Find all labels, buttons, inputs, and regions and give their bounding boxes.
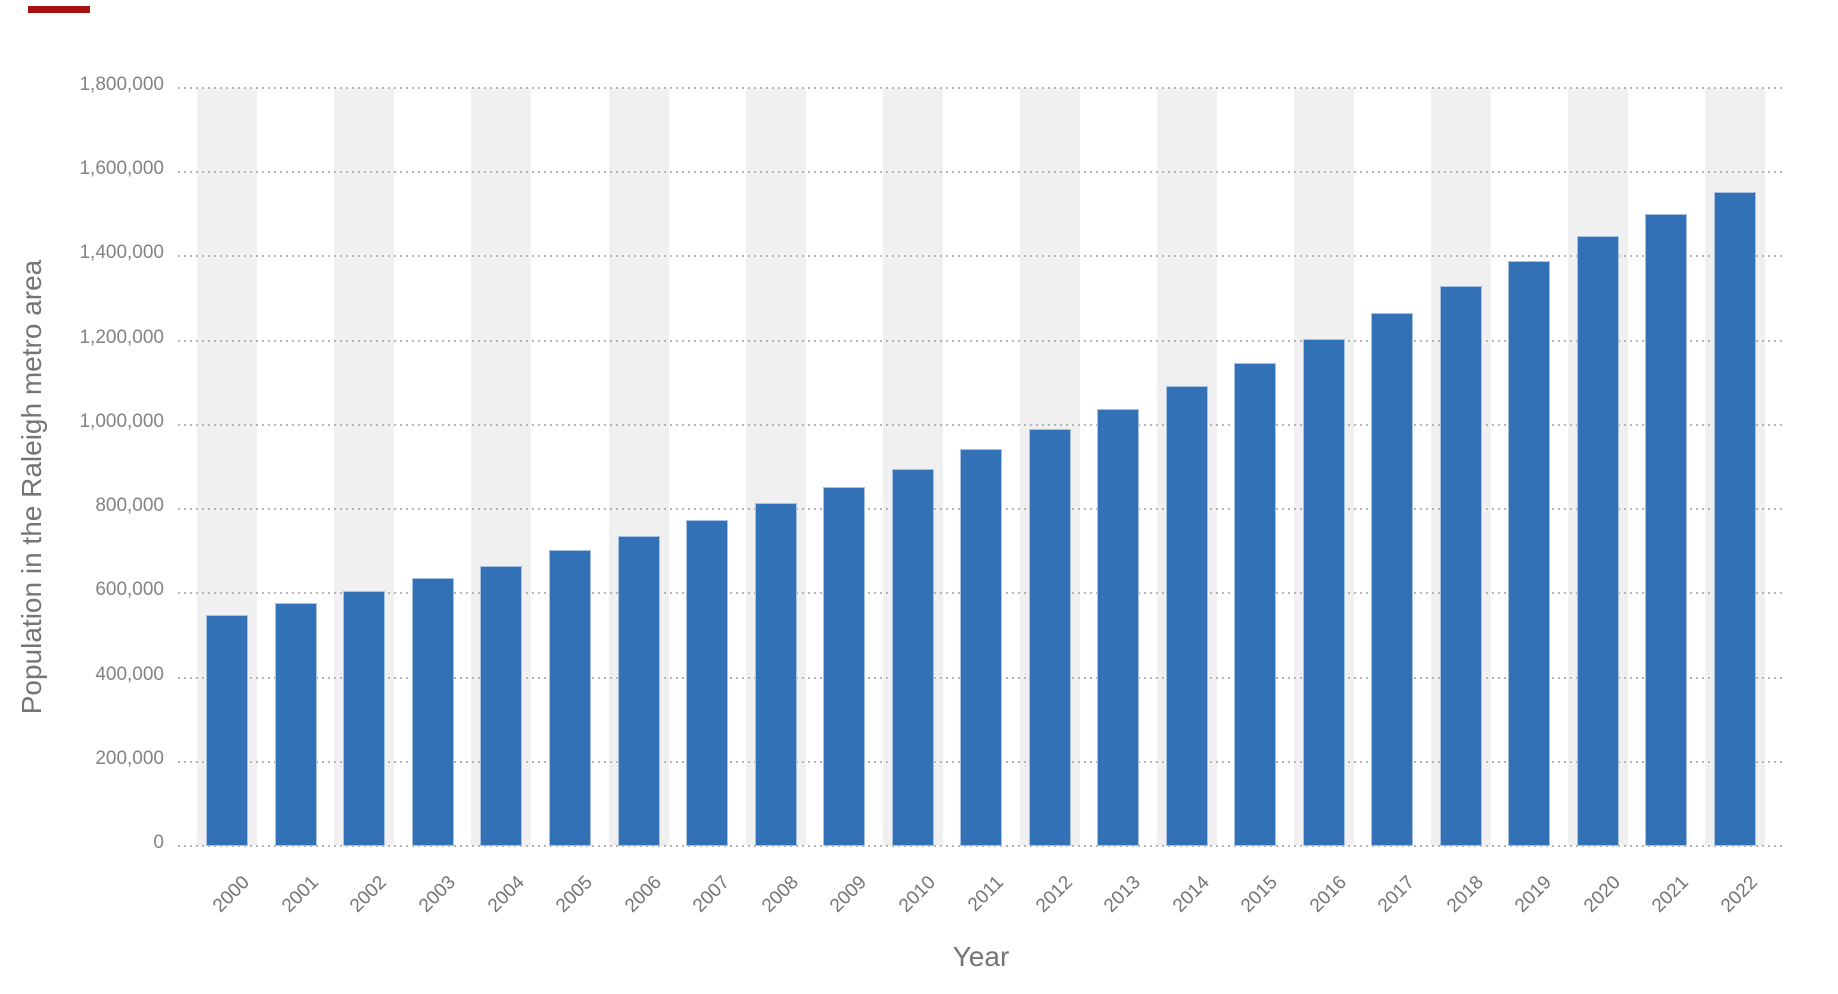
- x-tick-label-2004: 2004: [483, 872, 529, 917]
- x-tick-label-2015: 2015: [1237, 872, 1282, 917]
- y-tick-label: 1,000,000: [79, 410, 164, 432]
- top-left-red-dash: [28, 6, 90, 13]
- bar-2004[interactable]: [480, 566, 523, 846]
- y-tick-label: 600,000: [95, 579, 164, 601]
- bar-2014[interactable]: [1165, 386, 1208, 846]
- bar-2000[interactable]: [206, 615, 249, 846]
- x-tick-label-2002: 2002: [346, 872, 392, 917]
- x-tick-label-2019: 2019: [1511, 872, 1556, 917]
- bar-2005[interactable]: [549, 550, 591, 846]
- x-tick-label-2016: 2016: [1305, 872, 1351, 917]
- x-tick-label-2009: 2009: [826, 872, 871, 917]
- gridline: [178, 255, 1782, 258]
- x-tick-label-2022: 2022: [1716, 872, 1762, 917]
- x-tick-label-2013: 2013: [1100, 872, 1145, 917]
- y-tick-label: 1,400,000: [79, 242, 164, 264]
- x-tick-label-2005: 2005: [552, 872, 597, 917]
- x-tick-label-2020: 2020: [1579, 872, 1625, 917]
- bar-2020[interactable]: [1576, 236, 1619, 846]
- gridline: [178, 171, 1782, 174]
- bar-2010[interactable]: [891, 468, 934, 846]
- bar-2018[interactable]: [1439, 286, 1482, 846]
- x-tick-label-2017: 2017: [1374, 872, 1419, 917]
- x-tick-label-2012: 2012: [1031, 872, 1077, 917]
- gridline: [178, 339, 1782, 342]
- y-tick-label: 400,000: [95, 663, 164, 685]
- bar-2008[interactable]: [754, 502, 797, 846]
- bar-2006[interactable]: [617, 536, 660, 846]
- y-tick-label: 1,200,000: [79, 326, 164, 348]
- bar-2009[interactable]: [823, 486, 865, 846]
- gridline: [178, 423, 1782, 426]
- bar-2017[interactable]: [1371, 312, 1413, 846]
- y-tick-label: 1,800,000: [79, 74, 164, 95]
- y-tick-label: 800,000: [95, 495, 164, 517]
- x-tick-label-2007: 2007: [689, 872, 734, 917]
- bar-2022[interactable]: [1713, 192, 1756, 846]
- x-axis-title: Year: [952, 941, 1010, 972]
- bar-2015[interactable]: [1234, 362, 1276, 846]
- bar-2011[interactable]: [960, 448, 1002, 846]
- bar-2016[interactable]: [1302, 338, 1345, 846]
- bar-2002[interactable]: [343, 590, 386, 846]
- bar-2007[interactable]: [686, 520, 728, 846]
- y-tick-label: 200,000: [95, 747, 164, 769]
- gridline: [178, 845, 1782, 847]
- x-tick-label-2001: 2001: [277, 872, 323, 917]
- bar-2001[interactable]: [274, 603, 317, 846]
- x-tick-label-2008: 2008: [757, 872, 803, 917]
- x-tick-label-2014: 2014: [1168, 872, 1214, 917]
- y-tick-label: 1,600,000: [79, 158, 164, 180]
- x-tick-label-2011: 2011: [964, 872, 1008, 916]
- bar-2012[interactable]: [1028, 429, 1071, 846]
- x-tick-label-2000: 2000: [209, 872, 255, 917]
- bar-2003[interactable]: [411, 578, 454, 846]
- x-tick-label-2003: 2003: [414, 872, 460, 917]
- x-tick-label-2010: 2010: [894, 872, 940, 917]
- x-tick-label-2021: 2021: [1648, 872, 1693, 917]
- bar-2019[interactable]: [1508, 260, 1550, 846]
- bar-2013[interactable]: [1097, 408, 1139, 846]
- gridline: [178, 87, 1782, 89]
- y-tick-label: 0: [153, 832, 164, 853]
- x-tick-label-2006: 2006: [620, 872, 666, 917]
- bar-2021[interactable]: [1645, 213, 1687, 846]
- x-tick-label-2018: 2018: [1442, 872, 1488, 917]
